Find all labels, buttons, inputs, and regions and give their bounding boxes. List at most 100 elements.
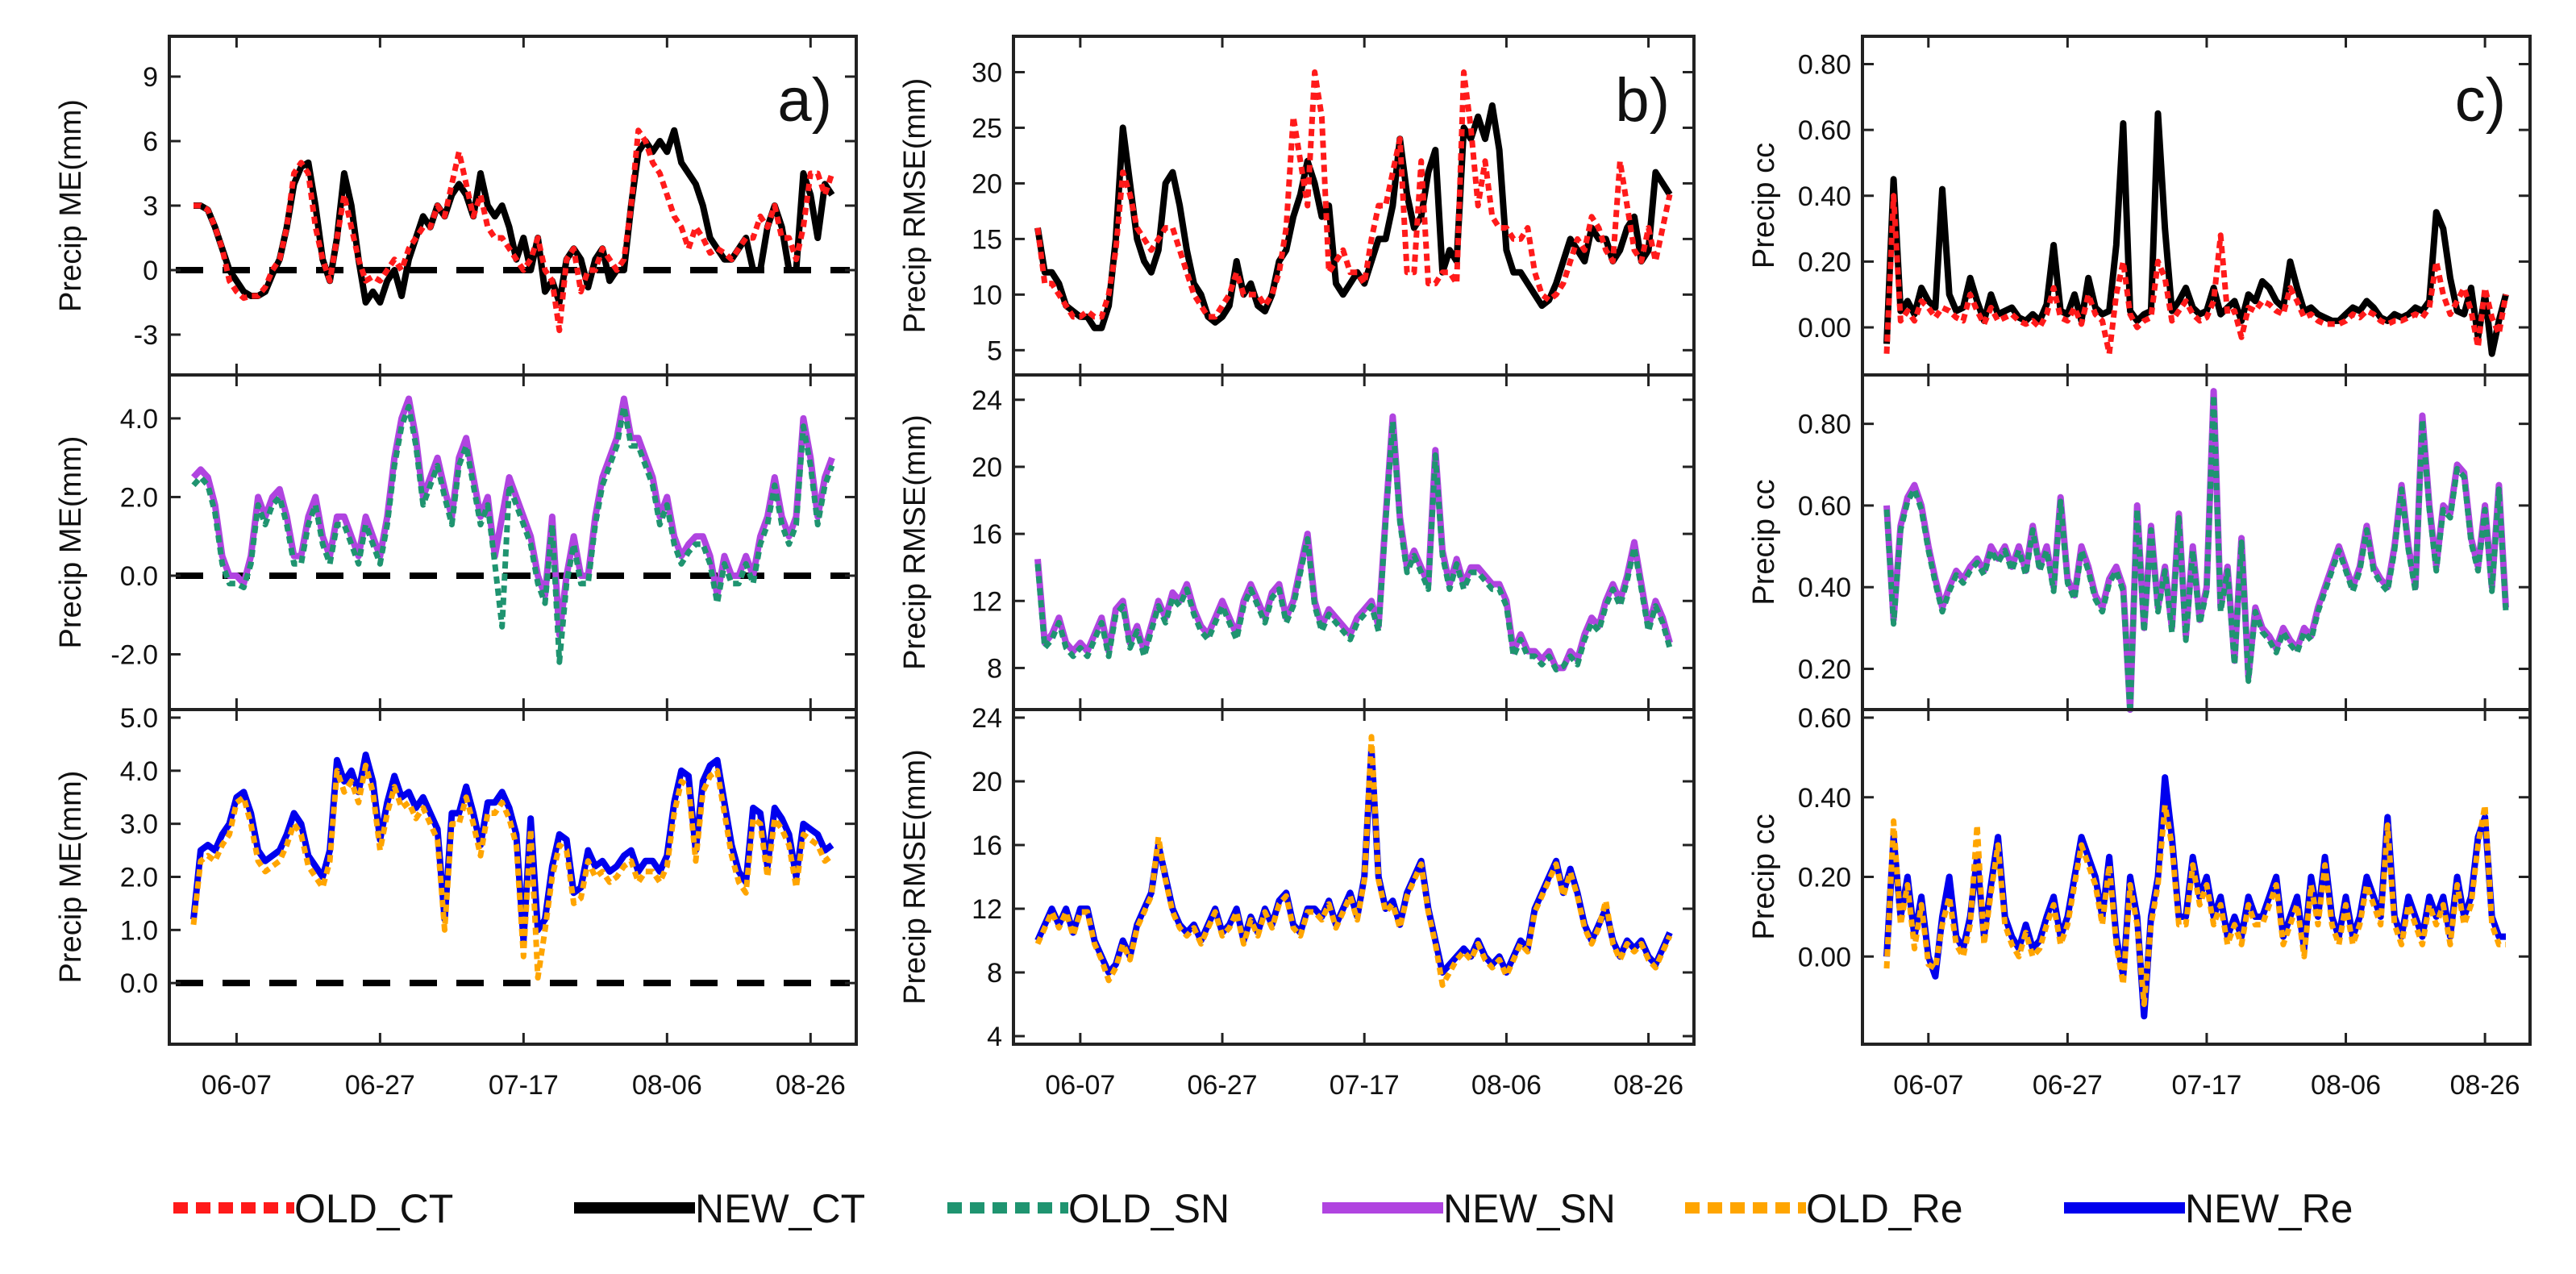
series-line-old-ct (194, 127, 835, 334)
panel-label: c) (2455, 66, 2506, 135)
y-tick-label: 24 (972, 385, 1002, 416)
legend-item-old-sn: OLD_SN (947, 1186, 1230, 1231)
y-tick-label: 12 (972, 586, 1002, 617)
series-line-old-ct (1883, 193, 2509, 357)
legend-label: OLD_Re (1806, 1186, 1963, 1231)
series-line-old-re (190, 762, 834, 981)
series-line-old-re (1883, 802, 2506, 1007)
y-tick-label: 2.0 (120, 482, 158, 513)
x-tick-label: 08-06 (1471, 1070, 1542, 1101)
x-tick-label: 08-06 (2311, 1070, 2381, 1101)
x-tick-label: 07-17 (2171, 1070, 2241, 1101)
y-tick-label: 16 (972, 831, 1002, 861)
series-line-new-ct (194, 127, 835, 306)
x-tick-label: 06-07 (202, 1070, 272, 1101)
legend-item-old-re: OLD_Re (1685, 1186, 1963, 1231)
series-line-new-ct (1883, 110, 2509, 357)
legend-label: NEW_CT (695, 1186, 865, 1231)
panel-frame (1012, 708, 1696, 1046)
y-tick-label: 20 (972, 767, 1002, 797)
y-tick-label: 3 (143, 191, 158, 222)
y-axis-label: Precip cc (1747, 814, 1781, 939)
y-tick-label: 8 (987, 958, 1002, 989)
y-tick-label: 12 (972, 894, 1002, 925)
y-axis-label: Precip RMSE(mm) (898, 414, 932, 670)
y-tick-label: 0 (143, 256, 158, 286)
y-tick-label: 3.0 (120, 810, 158, 840)
y-axis-label: Precip RMSE(mm) (898, 78, 932, 334)
panel-label: b) (1615, 66, 1670, 135)
panel-a3: 0.0 1.0 2.0 3.0 4.0 5.0 Precip ME(mm) 06-07 06-2… (54, 703, 858, 1101)
series-line-new-ct (1034, 102, 1673, 331)
x-tick-label: 06-07 (1045, 1070, 1115, 1101)
x-tick-label: 06-07 (1893, 1070, 1963, 1101)
y-tick-label: 0.40 (1798, 783, 1851, 814)
y-tick-label: -2.0 (110, 639, 158, 670)
y-tick-label: 1.0 (120, 915, 158, 946)
legend-label: NEW_SN (1443, 1186, 1616, 1231)
panel-a2: -2.0 0.0 2.0 4.0 Precip ME(mm) (54, 373, 858, 711)
y-tick-label: 15 (972, 224, 1002, 255)
y-tick-label: 0.80 (1798, 49, 1851, 80)
y-axis-label: Precip RMSE(mm) (898, 749, 932, 1005)
y-tick-label: 16 (972, 519, 1002, 550)
panel-a1: -3 0 3 6 9 Precip ME(mm) a) (54, 35, 858, 377)
y-tick-label: 6 (143, 127, 158, 157)
legend-label: OLD_CT (294, 1186, 453, 1231)
y-tick-label: 25 (972, 113, 1002, 144)
y-tick-label: 0.0 (120, 968, 158, 999)
chart-legend: OLD_CT NEW_CT OLD_SN NEW_SN OLD_Re NEW_Re (173, 1186, 2353, 1231)
y-axis-label: Precip cc (1747, 143, 1781, 269)
y-tick-label: 0.0 (120, 561, 158, 592)
y-axis-label: Precip ME(mm) (54, 99, 88, 312)
y-tick-label: 0.20 (1798, 863, 1851, 893)
panel-b2: 8 12 16 20 24 Precip RMSE(mm) (898, 373, 1696, 711)
y-tick-label: 0.80 (1798, 410, 1851, 440)
y-tick-label: 24 (972, 703, 1002, 734)
series-line-old-re (1034, 734, 1673, 989)
y-tick-label: 4.0 (120, 404, 158, 435)
y-tick-label: 9 (143, 62, 158, 93)
series-line-old-sn (1883, 392, 2509, 717)
x-tick-label: 06-27 (345, 1070, 415, 1101)
legend-item-new-re: NEW_Re (2064, 1186, 2353, 1231)
y-tick-label: 0.60 (1798, 491, 1851, 522)
y-tick-label: 0.60 (1798, 115, 1851, 146)
x-tick-label: 07-17 (489, 1070, 559, 1101)
y-tick-label: 10 (972, 280, 1002, 310)
y-tick-label: 20 (972, 452, 1002, 483)
series-line-old-ct (1034, 69, 1673, 320)
y-tick-label: 2.0 (120, 863, 158, 893)
y-tick-label: 4.0 (120, 756, 158, 787)
x-tick-label: 08-26 (2450, 1070, 2520, 1101)
y-tick-label: -3 (134, 320, 158, 351)
y-tick-label: 5.0 (120, 703, 158, 734)
legend-label: OLD_SN (1068, 1186, 1230, 1231)
panel-b3: 4 8 12 16 20 24 Precip RMSE(mm) 06-07 06-27 07-17… (898, 703, 1696, 1101)
chart-panels: -3 0 3 6 9 Precip ME(mm) a) -2.0 0.0 2.0 4.0 Precip… (54, 35, 2532, 1101)
legend-label: NEW_Re (2185, 1186, 2353, 1231)
legend-item-old-ct: OLD_CT (173, 1186, 453, 1231)
x-tick-label: 06-27 (1188, 1070, 1258, 1101)
panel-label: a) (777, 66, 832, 135)
y-tick-label: 8 (987, 653, 1002, 684)
x-tick-label: 08-26 (776, 1070, 846, 1101)
y-axis-label: Precip ME(mm) (54, 771, 88, 984)
panel-c2: 0.20 0.40 0.60 0.80 Precip cc (1747, 373, 2532, 717)
y-axis-label: Precip cc (1747, 479, 1781, 605)
y-tick-label: 0.40 (1798, 181, 1851, 212)
y-tick-label: 20 (972, 169, 1002, 199)
y-tick-label: 5 (987, 335, 1002, 366)
y-tick-label: 0.60 (1798, 703, 1851, 734)
y-tick-label: 0.00 (1798, 313, 1851, 343)
x-tick-label: 08-26 (1613, 1070, 1683, 1101)
y-tick-label: 30 (972, 57, 1002, 88)
panel-c3: 0.00 0.20 0.40 0.60 Precip cc 06-07 06-27 07-17… (1747, 703, 2532, 1101)
x-tick-label: 08-06 (632, 1070, 702, 1101)
y-tick-label: 0.20 (1798, 247, 1851, 277)
series-line-old-sn (191, 403, 835, 665)
x-tick-label: 07-17 (1330, 1070, 1400, 1101)
series-line-old-sn (1034, 418, 1673, 672)
y-tick-label: 0.40 (1798, 572, 1851, 603)
